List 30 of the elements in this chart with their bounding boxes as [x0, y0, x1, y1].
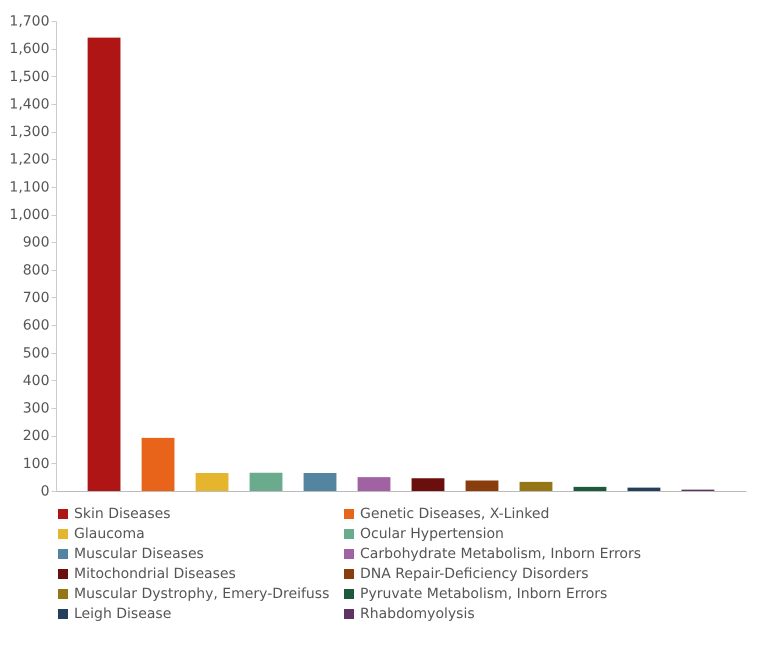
- y-tick-label: 1,300: [9, 124, 50, 140]
- y-tick-label: 1,500: [9, 68, 50, 85]
- y-tick-label: 900: [22, 234, 50, 251]
- legend-label: Glaucoma: [74, 526, 145, 542]
- legend-label: Ocular Hypertension: [360, 526, 504, 542]
- y-tick-label: 0: [40, 484, 50, 500]
- y-tick-label: 400: [22, 372, 50, 389]
- legend-label: DNA Repair-Deficiency Disorders: [360, 566, 589, 582]
- y-tick-label: 500: [22, 345, 50, 362]
- y-tick-label: 300: [22, 400, 50, 417]
- y-tick-label: 1,000: [9, 207, 50, 224]
- legend-label: Rhabdomyolysis: [360, 606, 475, 622]
- legend-label: Skin Diseases: [74, 506, 171, 522]
- y-tick-label: 1,200: [9, 152, 50, 168]
- y-tick-label: 700: [22, 290, 50, 306]
- y-tick-label: 200: [22, 428, 50, 444]
- y-tick-label: 1,600: [9, 41, 50, 58]
- legend-label: Genetic Diseases, X-Linked: [360, 506, 550, 522]
- legend-label: Carbohydrate Metabolism, Inborn Errors: [360, 546, 642, 562]
- legend-label: Muscular Dystrophy, Emery-Dreifuss: [74, 586, 330, 602]
- legend-label: Mitochondrial Diseases: [74, 566, 236, 582]
- y-tick-label: 100: [22, 456, 50, 472]
- y-tick-label: 1,400: [9, 96, 50, 112]
- y-tick-label: 800: [22, 262, 50, 278]
- legend-label: Muscular Diseases: [74, 546, 204, 562]
- y-tick-label: 1,100: [9, 179, 50, 196]
- legend-label: Pyruvate Metabolism, Inborn Errors: [360, 586, 608, 602]
- y-tick-label: 600: [22, 318, 50, 334]
- y-tick-label: 1,700: [9, 14, 50, 30]
- legend-label: Leigh Disease: [74, 606, 172, 622]
